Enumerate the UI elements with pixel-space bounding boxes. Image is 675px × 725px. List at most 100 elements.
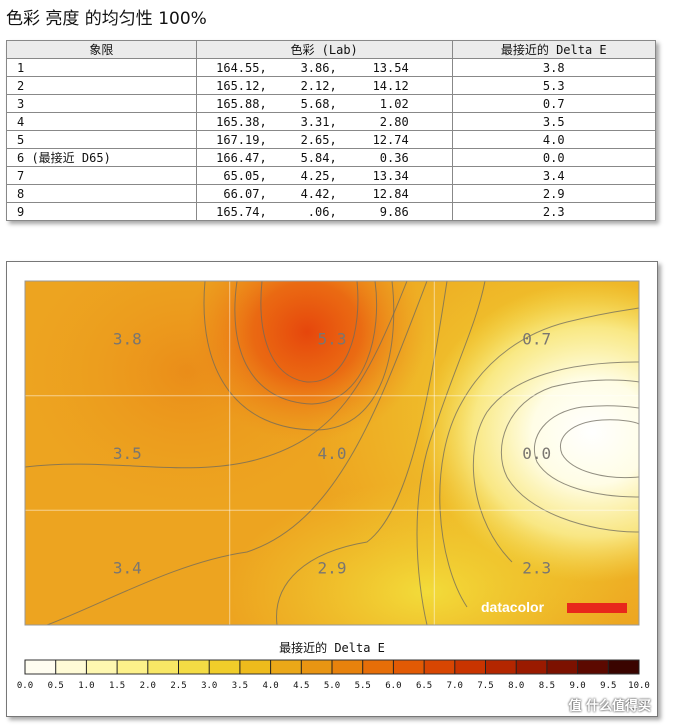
- region-table-frame: 象限 色彩 (Lab) 最接近的 Delta E 1 164.55, 3.86, 13…: [6, 40, 657, 221]
- table-row: 7 65.05, 4.25, 13.34 3.4: [6, 166, 657, 185]
- uniformity-chart: 3.8 5.3 0.7 3.5 4.0 0.0 3.4 2.9 2.3 datacolor 最接…: [6, 261, 658, 717]
- contour-lines: [25, 281, 639, 625]
- lab-a: 2.12,: [300, 78, 337, 93]
- table-row: 4 165.38, 3.31, 2.80 3.5: [6, 112, 657, 131]
- colorbar-tick-label: 5.5: [355, 681, 371, 691]
- lab-l: 164.55,: [216, 60, 267, 75]
- cell-region: 9: [6, 202, 197, 221]
- colorbar-tick-label: 10.0: [628, 681, 650, 691]
- cell-lab: 167.19, 2.65, 12.74: [195, 130, 453, 149]
- header-lab: 色彩 (Lab): [195, 40, 453, 59]
- cell-lab: 165.12, 2.12, 14.12: [195, 76, 453, 95]
- cell-value-label: 2.9: [318, 559, 347, 578]
- colorbar-swatch: [332, 660, 364, 674]
- cell-value-label: 4.0: [318, 444, 347, 463]
- colorbar-swatch: [178, 660, 210, 674]
- cell-region: 5: [6, 130, 197, 149]
- table-body: 1 164.55, 3.86, 13.54 3.8 2 165.12, 2.12, 14.12 5…: [6, 58, 657, 221]
- cell-region: 4: [6, 112, 197, 131]
- colorbar-tick-label: 8.5: [539, 681, 555, 691]
- colorbar-tick-label: 6.5: [416, 681, 432, 691]
- cell-region: 2: [6, 76, 197, 95]
- lab-l: 166.47,: [216, 150, 267, 165]
- cell-lab: 65.05, 4.25, 13.34: [195, 166, 453, 185]
- table-row: 9 165.74, .06, 9.86 2.3: [6, 202, 657, 221]
- table-row: 5 167.19, 2.65, 12.74 4.0: [6, 130, 657, 149]
- colorbar-swatch: [209, 660, 241, 674]
- colorbar-tick-label: 3.5: [232, 681, 248, 691]
- lab-b: 2.80: [379, 114, 409, 129]
- cell-value-label: 2.3: [522, 559, 551, 578]
- cell-value-label: 3.4: [113, 559, 142, 578]
- cell-lab: 165.74, .06, 9.86: [195, 202, 453, 221]
- lab-b: 12.74: [372, 132, 409, 147]
- table-row: 8 66.07, 4.42, 12.84 2.9: [6, 184, 657, 203]
- cell-region: 8: [6, 184, 197, 203]
- table-row: 3 165.88, 5.68, 1.02 0.7: [6, 94, 657, 113]
- colorbar-swatch: [608, 660, 640, 674]
- lab-l: 165.88,: [216, 96, 267, 111]
- header-region: 象限: [6, 40, 197, 59]
- cell-value-label: 3.8: [113, 329, 142, 348]
- page-title: 色彩 亮度 的均匀性 100%: [6, 9, 207, 29]
- table-row: 1 164.55, 3.86, 13.54 3.8: [6, 58, 657, 77]
- colorbar-tick-label: 0.5: [48, 681, 64, 691]
- cell-region: 3: [6, 94, 197, 113]
- colorbar-tick-label: 7.5: [477, 681, 493, 691]
- colorbar-swatch: [270, 660, 302, 674]
- cell-value-label: 5.3: [318, 329, 347, 348]
- colorbar-tick-label: 9.5: [600, 681, 616, 691]
- colorbar-swatch: [239, 660, 272, 674]
- watermark: 值 什么值得买: [568, 699, 651, 714]
- colorbar-swatch: [546, 660, 579, 674]
- colorbar-swatch: [362, 660, 394, 674]
- colorbar-tick-label: 0.0: [17, 681, 33, 691]
- cell-delta-e: 3.5: [451, 112, 657, 131]
- lab-l: 165.38,: [216, 114, 267, 129]
- colorbar: 0.0 0.5 1.0 1.5 2.0 2.5 3.0 3.5 4.0 4.5 5.0 5.5 6.0 6…: [17, 659, 650, 691]
- colorbar-tick-label: 8.0: [508, 681, 524, 691]
- colorbar-swatch: [117, 660, 149, 674]
- colorbar-swatch: [25, 660, 57, 674]
- lab-a: 2.65,: [300, 132, 337, 147]
- colorbar-swatch: [301, 660, 333, 674]
- cell-lab: 165.38, 3.31, 2.80: [195, 112, 453, 131]
- colorbar-swatch: [516, 660, 548, 674]
- table-row: 2 165.12, 2.12, 14.12 5.3: [6, 76, 657, 95]
- table-row: 6 (最接近 D65) 166.47, 5.84, 0.36 0.0: [6, 148, 657, 167]
- lab-a: 3.86,: [300, 60, 337, 75]
- lab-b: 13.34: [372, 168, 409, 183]
- cell-lab: 165.88, 5.68, 1.02: [195, 94, 453, 113]
- lab-b: 9.86: [379, 204, 409, 219]
- cell-value-label: 3.5: [113, 444, 142, 463]
- lab-b: 12.84: [372, 186, 409, 201]
- heatmap-field: [25, 281, 639, 625]
- colorbar-tick-label: 7.0: [447, 681, 463, 691]
- cell-delta-e: 2.3: [451, 202, 657, 221]
- colorbar-swatch: [147, 660, 179, 674]
- lab-l: 167.19,: [216, 132, 267, 147]
- plot-border: [24, 280, 640, 626]
- lab-b: 1.02: [379, 96, 409, 111]
- table-header-row: 象限 色彩 (Lab) 最接近的 Delta E: [6, 40, 657, 59]
- region-table: 象限 色彩 (Lab) 最接近的 Delta E 1 164.55, 3.86, 13…: [6, 40, 657, 221]
- colorbar-tick-label: 4.0: [262, 681, 278, 691]
- cell-region: 6 (最接近 D65): [6, 148, 197, 167]
- cell-lab: 66.07, 4.42, 12.84: [195, 184, 453, 203]
- brand-logo: datacolor: [481, 599, 627, 615]
- cell-delta-e: 5.3: [451, 76, 657, 95]
- grid-lines: [25, 281, 639, 625]
- cell-lab: 166.47, 5.84, 0.36: [195, 148, 453, 167]
- brand-text: datacolor: [481, 599, 545, 615]
- lab-b: 0.36: [379, 150, 409, 165]
- colorbar-swatch: [86, 660, 118, 674]
- colorbar-tick-label: 1.0: [78, 681, 94, 691]
- colorbar-swatch: [55, 660, 87, 674]
- lab-a: 4.42,: [300, 186, 337, 201]
- lab-a: 3.31,: [300, 114, 337, 129]
- lab-b: 13.54: [372, 60, 409, 75]
- lab-l: 165.74,: [216, 204, 267, 219]
- lab-l: 66.07,: [223, 186, 267, 201]
- cell-value-label: 0.7: [522, 329, 551, 348]
- colorbar-tick-label: 4.5: [293, 681, 309, 691]
